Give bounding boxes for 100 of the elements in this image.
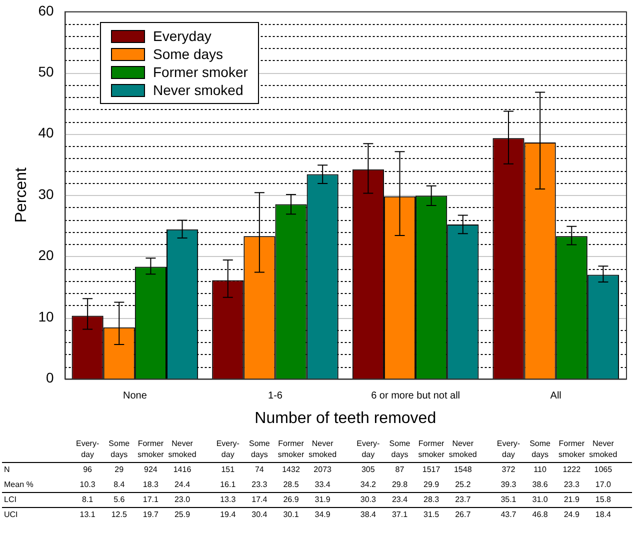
text: 34.9: [314, 509, 332, 520]
text: 30.4: [250, 509, 268, 520]
y-axis-title: Percent: [13, 166, 30, 223]
text: 43.7: [500, 509, 518, 520]
text: 28.3: [422, 494, 440, 505]
legend-label: Former smoker: [153, 64, 248, 80]
y-tick-label: 0: [46, 370, 54, 386]
text: UCI: [4, 509, 18, 520]
text: Some days: [108, 438, 131, 460]
x-tick-label: 6 or more but not all: [371, 390, 460, 402]
text: 305: [360, 464, 376, 475]
text: 2073: [312, 464, 332, 475]
text: Some days: [530, 439, 550, 459]
x-tick-label: None: [122, 390, 148, 402]
text: Never smoked: [589, 439, 618, 459]
text: 17.1: [142, 494, 160, 505]
text: 31.5: [422, 509, 440, 520]
text: 31.0: [531, 494, 549, 505]
text: Never smoked: [448, 439, 477, 459]
text: 46.8: [531, 509, 549, 520]
text: 35.1: [500, 494, 518, 505]
text: 38.6: [531, 479, 549, 490]
text: 26.7: [454, 509, 472, 520]
text: 28.5: [282, 479, 300, 490]
text: 33.4: [314, 479, 332, 490]
text: 30.1: [282, 509, 300, 520]
text: Some days: [389, 439, 410, 459]
text: 30.3: [359, 494, 377, 505]
text: Former smoker: [136, 438, 165, 460]
text: Never smoked: [308, 439, 337, 459]
text: 23.3: [562, 479, 580, 490]
text: 18.3: [142, 479, 160, 490]
text: 17.4: [250, 494, 268, 505]
text: 1416: [172, 464, 192, 475]
text: N: [4, 464, 10, 475]
text: 1222: [562, 464, 582, 475]
x-tick-label: All: [550, 390, 562, 402]
text: 24.4: [173, 479, 192, 490]
y-tick-label: 30: [38, 186, 54, 202]
text: 23.3: [250, 479, 268, 490]
text: 34.2: [359, 479, 377, 490]
text: 26.9: [282, 494, 300, 505]
text: 24.9: [562, 509, 580, 520]
text: 924: [143, 464, 158, 475]
text: 38.4: [359, 509, 377, 520]
text: 23.4: [390, 494, 409, 505]
text: 372: [500, 464, 516, 475]
text: Former smoker: [558, 439, 585, 459]
text: 39.3: [500, 479, 518, 490]
text: 19.7: [142, 509, 160, 520]
text: 87: [394, 464, 406, 475]
text: Every-day: [356, 439, 380, 459]
text: 17.0: [594, 479, 612, 490]
text: 10.3: [78, 479, 96, 490]
text: 18.4: [594, 509, 612, 520]
text: Every-day: [496, 439, 520, 459]
text: 29.8: [390, 479, 409, 490]
text: 96: [82, 464, 94, 475]
text: 12.5: [110, 509, 128, 520]
text: 37.1: [390, 509, 409, 520]
text: Former smoker: [418, 439, 444, 459]
legend-label: Never smoked: [153, 82, 244, 98]
text: 16.1: [219, 479, 237, 490]
text: 13.1: [78, 509, 96, 520]
x-tick-label: 1-6: [268, 390, 283, 402]
text: Never smoked: [167, 438, 198, 460]
text: Former smoker: [278, 439, 304, 459]
y-tick-label: 10: [38, 308, 54, 324]
text: 29: [114, 464, 125, 475]
text: 5.6: [112, 494, 126, 505]
text: Every-day: [75, 438, 100, 460]
text: 1548: [452, 464, 473, 475]
text: 8.4: [112, 479, 126, 490]
text: LCI: [4, 494, 16, 505]
text: 23.0: [173, 494, 192, 505]
text: Every-day: [216, 439, 240, 459]
text: 19.4: [219, 509, 237, 520]
text: 25.2: [454, 479, 472, 490]
text: 13.3: [219, 494, 237, 505]
text: 1517: [421, 464, 442, 475]
text: 74: [254, 464, 265, 475]
legend-label: Everyday: [153, 28, 212, 44]
text: 1432: [281, 464, 301, 475]
y-tick-label: 60: [38, 2, 54, 18]
x-axis-title: Number of teeth removed: [254, 410, 436, 427]
legend-label: Some days: [153, 46, 224, 62]
text: Some days: [248, 439, 270, 459]
text: 110: [532, 464, 548, 475]
text: 15.8: [594, 494, 612, 505]
y-tick-label: 50: [38, 63, 54, 80]
text: 21.9: [562, 494, 580, 505]
text: 29.9: [422, 479, 440, 490]
text: 31.9: [314, 494, 332, 505]
y-tick-label: 40: [38, 124, 54, 141]
text: 1065: [593, 464, 614, 475]
y-tick-label: 20: [38, 247, 54, 264]
text: 25.9: [173, 509, 192, 520]
text: 23.7: [454, 494, 472, 505]
text: Mean %: [4, 479, 34, 490]
text: 151: [220, 464, 236, 475]
